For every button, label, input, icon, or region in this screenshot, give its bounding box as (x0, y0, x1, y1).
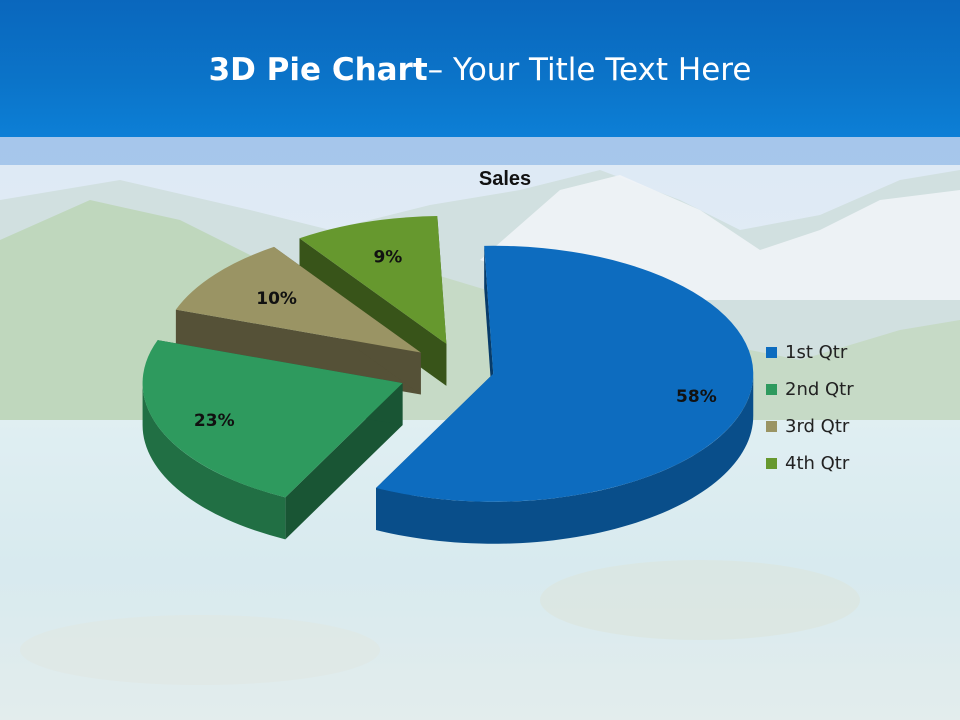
legend-swatch (766, 347, 777, 358)
legend-item-1st-qtr: 1st Qtr (766, 334, 854, 371)
legend-swatch (766, 421, 777, 432)
legend-label: 3rd Qtr (785, 416, 850, 437)
pie-slice-edge-1st-qtr (376, 373, 754, 544)
legend-swatch (766, 458, 777, 469)
header-band (0, 137, 960, 165)
legend-item-4th-qtr: 4th Qtr (766, 445, 854, 482)
legend-swatch (766, 384, 777, 395)
legend-label: 1st Qtr (785, 342, 848, 363)
pie-slice-edge-2nd-qtr (142, 383, 286, 540)
legend-item-2nd-qtr: 2nd Qtr (766, 371, 854, 408)
pie-slice-side-1st-qtr (484, 245, 494, 416)
header-bar (0, 0, 960, 137)
pie-slice-side-3rd-qtr (175, 309, 421, 395)
pie-slice-side-2nd-qtr (285, 383, 403, 540)
data-label-2nd-qtr: 23% (194, 411, 235, 431)
pie-slice-1st-qtr (376, 245, 754, 502)
pie-slice-3rd-qtr (175, 246, 421, 353)
legend-label: 4th Qtr (785, 453, 850, 474)
pie-slice-2nd-qtr (142, 340, 403, 498)
data-label-1st-qtr: 58% (676, 387, 717, 407)
data-label-3rd-qtr: 10% (256, 289, 297, 309)
chart-title: Sales (478, 168, 532, 190)
slide-title-bold: 3D Pie Chart (208, 52, 428, 88)
chart-legend: 1st Qtr 2nd Qtr 3rd Qtr 4th Qtr (766, 334, 854, 482)
legend-item-3rd-qtr: 3rd Qtr (766, 408, 854, 445)
legend-label: 2nd Qtr (785, 379, 854, 400)
slide-title: 3D Pie Chart– Your Title Text Here (0, 52, 960, 88)
pie-slice-4th-qtr (299, 215, 447, 344)
data-label-4th-qtr: 9% (373, 247, 402, 267)
slide-title-rest: – Your Title Text Here (427, 52, 752, 88)
